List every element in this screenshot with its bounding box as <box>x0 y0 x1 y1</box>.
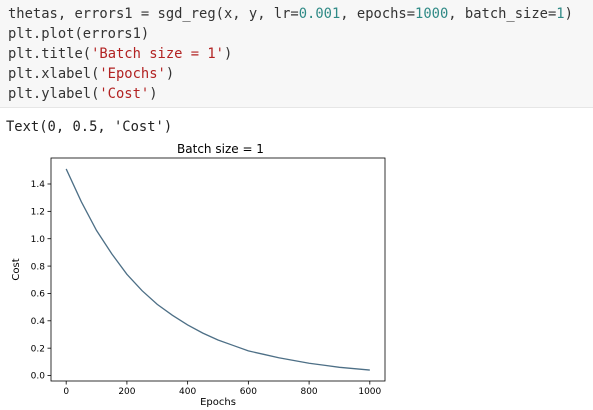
x-tick-label: 800 <box>300 387 317 397</box>
code-text: plt.plot(errors1) <box>8 26 150 42</box>
code-string: 'Cost' <box>99 86 150 102</box>
code-line[interactable]: thetas, errors1 = sgd_reg(x, y, lr=0.001… <box>8 4 573 24</box>
output-text: Text(0, 0.5, 'Cost') <box>6 119 173 135</box>
plot-frame <box>50 157 386 382</box>
y-axis-label: Cost <box>11 258 22 280</box>
code-line[interactable]: plt.plot(errors1) <box>8 24 149 44</box>
code-number: 1000 <box>415 6 449 22</box>
cost-chart: Batch size = 1 Cost Epochs 0 200 400 600 800… <box>11 142 386 408</box>
code-text: ) <box>149 86 158 102</box>
code-string: 'Batch size = 1' <box>91 46 224 62</box>
y-tick-label: 0.0 <box>31 372 46 382</box>
y-tick-label: 0.8 <box>31 262 46 272</box>
cost-series-line <box>65 168 370 371</box>
code-text: thetas, errors1 = sgd_reg(x, y, lr= <box>8 6 299 22</box>
code-text: plt.ylabel( <box>8 86 100 102</box>
x-tick-label: 0 <box>63 387 69 397</box>
code-number: 0.001 <box>298 6 341 22</box>
y-tick-label: 0.6 <box>31 290 46 300</box>
y-tick-label: 1.0 <box>31 235 46 245</box>
y-tick-label: 1.4 <box>31 180 46 190</box>
chart-title: Batch size = 1 <box>177 142 264 156</box>
code-text: ) <box>165 66 175 82</box>
code-text: plt.xlabel( <box>8 66 100 82</box>
code-cell[interactable]: thetas, errors1 = sgd_reg(x, y, lr=0.001… <box>0 0 593 108</box>
x-tick-label: 200 <box>118 387 135 397</box>
y-tick-label: 0.4 <box>31 317 46 327</box>
x-tick-label: 400 <box>179 387 196 397</box>
code-text: , batch_size= <box>448 6 557 22</box>
code-text: ) <box>223 46 233 62</box>
y-tick-label: 0.2 <box>31 344 45 354</box>
code-line[interactable]: plt.title('Batch size = 1') <box>8 44 232 64</box>
y-tick-label: 1.2 <box>31 208 45 218</box>
x-tick-label: 1000 <box>358 387 381 397</box>
x-tick-label: 600 <box>240 387 257 397</box>
code-text: ) <box>564 6 573 22</box>
code-line[interactable]: plt.ylabel('Cost') <box>8 84 158 104</box>
code-line[interactable]: plt.xlabel('Epochs') <box>8 64 174 84</box>
code-number: 1 <box>556 6 565 22</box>
code-string: 'Epochs' <box>99 66 166 82</box>
code-text: plt.title( <box>8 46 92 62</box>
code-text: , epochs= <box>340 6 416 22</box>
x-axis-label: Epochs <box>200 397 236 408</box>
